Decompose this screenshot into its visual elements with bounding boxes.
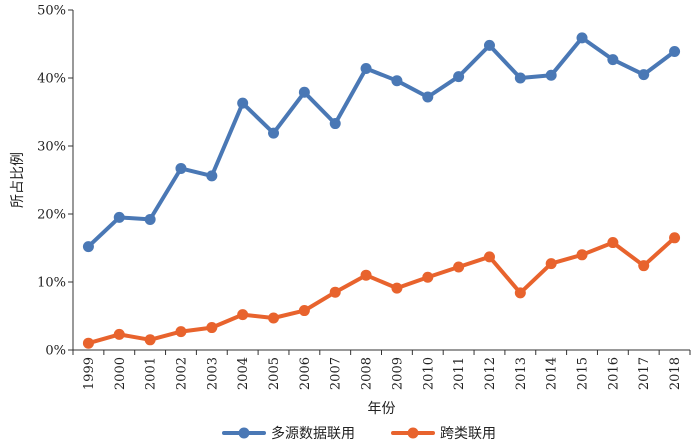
data-point	[268, 127, 280, 139]
x-tick-label: 2002	[174, 357, 189, 390]
x-tick-label: 2016	[606, 357, 621, 390]
data-point	[391, 282, 403, 294]
x-tick-label: 2008	[360, 357, 375, 390]
y-axis-title: 所占比例	[10, 152, 26, 208]
data-point	[206, 322, 218, 334]
x-tick-label: 2018	[668, 357, 683, 390]
series-line	[86, 35, 677, 249]
data-point	[669, 45, 681, 57]
data-point	[545, 258, 557, 270]
x-tick-label: 2000	[113, 357, 128, 390]
x-tick-label: 2017	[637, 357, 652, 390]
data-point	[237, 309, 249, 321]
data-point	[113, 211, 125, 223]
data-point	[607, 237, 619, 249]
y-tick-label: 0%	[45, 344, 66, 359]
data-point	[298, 86, 310, 98]
data-point	[607, 54, 619, 66]
data-point	[329, 118, 341, 130]
data-point	[514, 287, 526, 299]
data-point	[175, 326, 187, 338]
data-point	[360, 269, 372, 281]
y-tick-label: 40%	[37, 72, 66, 87]
series-1	[82, 32, 681, 253]
data-point	[113, 328, 125, 340]
y-tick-label: 20%	[37, 208, 66, 223]
data-point	[237, 97, 249, 109]
data-point	[669, 232, 681, 244]
data-point	[514, 72, 526, 84]
x-tick-label: 2015	[576, 357, 591, 390]
x-tick-label: 2001	[144, 357, 159, 390]
legend-label: 多源数据联用	[271, 425, 355, 442]
x-tick-label: 2013	[514, 357, 529, 390]
data-point	[82, 337, 94, 349]
data-point	[453, 261, 465, 273]
data-point	[453, 71, 465, 83]
y-tick-label: 50%	[37, 4, 66, 19]
data-point	[422, 271, 434, 283]
data-point	[576, 32, 588, 44]
x-tick-label: 2012	[483, 357, 498, 390]
series-2	[82, 232, 681, 349]
data-point	[638, 69, 650, 81]
data-point	[298, 305, 310, 317]
legend-swatch-marker	[407, 427, 419, 439]
data-point	[268, 312, 280, 324]
data-point	[483, 39, 495, 51]
data-point	[144, 213, 156, 225]
data-point	[576, 249, 588, 261]
legend-item-2: 跨类联用	[391, 426, 496, 442]
x-tick-label: 2007	[329, 357, 344, 390]
x-tick-label: 2004	[236, 357, 251, 390]
data-point	[206, 170, 218, 182]
legend-label: 跨类联用	[440, 426, 496, 442]
data-point	[483, 251, 495, 263]
x-tick-label: 2005	[267, 357, 282, 390]
x-tick-label: 2006	[298, 357, 313, 390]
data-point	[144, 334, 156, 346]
data-point	[545, 69, 557, 81]
data-point	[360, 62, 372, 74]
y-tick-label: 10%	[37, 276, 66, 291]
x-tick-label: 2003	[205, 357, 220, 390]
x-tick-label: 1999	[82, 357, 97, 390]
y-tick-label: 30%	[37, 140, 66, 155]
x-axis-title: 年份	[368, 401, 396, 417]
data-point	[422, 91, 434, 103]
data-point	[391, 75, 403, 87]
x-tick-label: 2009	[390, 357, 405, 390]
data-point	[175, 162, 187, 174]
x-tick-label: 2011	[452, 357, 467, 390]
legend-swatch-marker	[238, 427, 250, 439]
x-tick-label: 2010	[421, 357, 436, 390]
legend-item-1: 多源数据联用	[222, 425, 355, 442]
data-point	[329, 286, 341, 298]
x-tick-label: 2014	[545, 357, 560, 390]
data-point	[82, 241, 94, 253]
data-point	[638, 260, 650, 272]
